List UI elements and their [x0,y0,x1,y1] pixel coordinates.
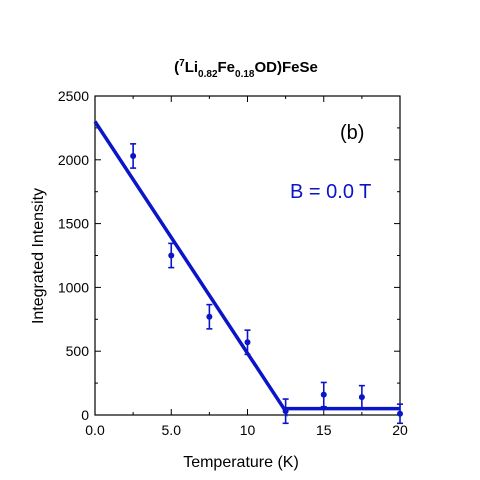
y-tick-label: 2000 [58,152,89,168]
title-part: Fe [218,59,236,76]
y-axis-label: Integrated Intensity [30,188,47,324]
data-point [206,313,213,320]
data-point [168,252,175,259]
chart-title: (7Li0.82Fe0.18OD)FeSe [174,58,318,80]
y-tick-label: 2500 [58,88,89,104]
y-tick-label: 500 [66,343,90,359]
title-part: OD)FeSe [255,59,318,76]
title-part: ( [174,59,179,76]
data-point [130,152,137,159]
y-tick-label: 1000 [58,279,89,295]
data-point [244,339,251,346]
y-tick-label: 1500 [58,216,89,232]
x-tick-label: 15 [316,422,332,438]
y-tick-label: 0 [81,407,89,423]
x-tick-label: 5.0 [162,422,182,438]
title-subscript: 0.18 [235,69,255,80]
data-marks [93,120,403,425]
fit-line [93,120,400,418]
title-subscript: 0.82 [198,69,218,80]
x-tick-label: 10 [240,422,256,438]
x-tick-label: 20 [392,422,408,438]
field-annotation: B = 0.0 T [290,181,371,203]
data-point [320,391,327,398]
x-axis-label: Temperature (K) [183,454,299,471]
panel-label: (b) [340,122,364,144]
data-point [397,410,403,417]
axes: 0.0 5.0 10 15 20 0 500 1000 1500 2000 2500 [58,88,408,438]
x-tick-label: 0.0 [85,422,105,438]
title-part: Li [185,59,198,76]
title-superscript: 7 [179,58,185,69]
data-point [358,394,365,401]
